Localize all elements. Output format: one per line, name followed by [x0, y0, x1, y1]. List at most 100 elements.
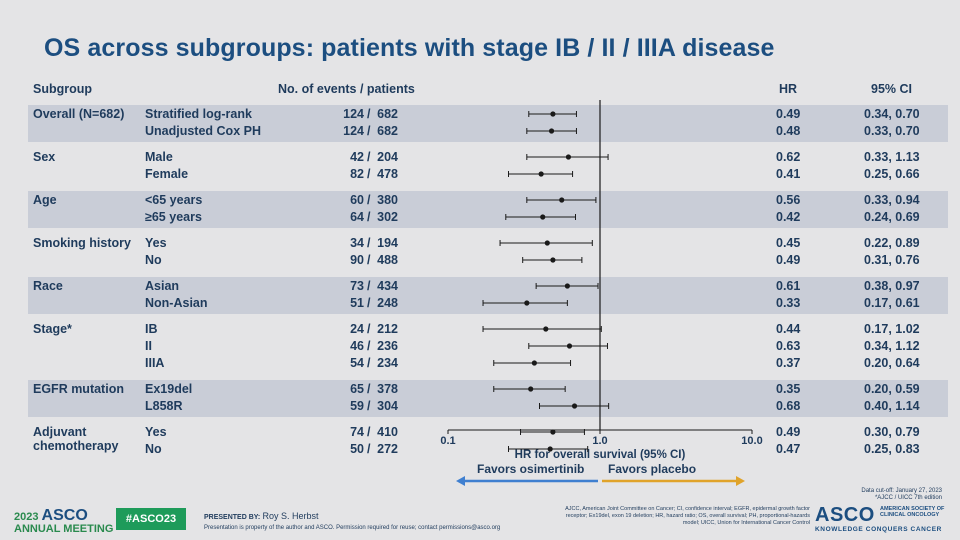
- row-label: Female: [145, 167, 189, 181]
- row-patients: 194: [377, 236, 398, 250]
- row-hr: 0.68: [776, 399, 801, 413]
- row-slash: /: [367, 399, 371, 413]
- row-ci: 0.34, 1.12: [864, 339, 920, 353]
- row-patients: 488: [377, 253, 398, 267]
- asco-society-line1: AMERICAN SOCIETY OF: [880, 506, 945, 512]
- row-hr: 0.56: [776, 193, 801, 207]
- row-patients: 302: [377, 210, 398, 224]
- cutoff-date: Data cut-off: January 27, 2023: [861, 488, 942, 494]
- x-tick-label: 10.0: [741, 435, 762, 447]
- hr-point: [547, 446, 553, 452]
- row-slash: /: [367, 339, 371, 353]
- row-hr: 0.44: [776, 322, 801, 336]
- row-events: 60: [350, 193, 364, 207]
- hr-point: [550, 429, 556, 435]
- row-ci: 0.22, 0.89: [864, 236, 920, 250]
- row-patients: 380: [377, 193, 398, 207]
- group-name: Overall (N=682): [33, 107, 125, 121]
- favors-right-arrowhead: [736, 476, 745, 486]
- row-slash: /: [367, 296, 371, 310]
- row-ci: 0.33, 1.13: [864, 150, 920, 164]
- row-label: L858R: [145, 399, 183, 413]
- row-slash: /: [367, 107, 371, 121]
- hr-point: [544, 240, 550, 246]
- row-label: IIIA: [145, 356, 165, 370]
- header-ci: 95% CI: [871, 82, 912, 96]
- group-band: [28, 380, 948, 417]
- row-patients: 272: [377, 442, 398, 456]
- row-events: 51: [350, 296, 364, 310]
- row-events: 46: [350, 339, 364, 353]
- hr-point: [566, 343, 573, 349]
- row-patients: 682: [377, 107, 398, 121]
- logo-asco: ASCO: [41, 507, 88, 524]
- presenter-name: Roy S. Herbst: [262, 511, 319, 521]
- row-label: Asian: [145, 279, 180, 293]
- hashtag-badge: #ASCO23: [116, 508, 186, 530]
- row-ci: 0.38, 0.97: [864, 279, 920, 293]
- row-ci: 0.20, 0.64: [864, 356, 920, 370]
- row-hr: 0.62: [776, 150, 801, 164]
- row-hr: 0.33: [776, 296, 801, 310]
- row-ci: 0.24, 0.69: [864, 210, 920, 224]
- hr-point: [564, 283, 570, 289]
- row-events: 124: [343, 124, 364, 138]
- hr-point: [571, 403, 578, 409]
- row-patients: 682: [377, 124, 398, 138]
- row-label: Yes: [145, 425, 167, 439]
- row-hr: 0.35: [776, 382, 801, 396]
- row-events: 24: [350, 322, 364, 336]
- row-events: 90: [350, 253, 364, 267]
- row-label: Stratified log-rank: [145, 107, 252, 121]
- logo-annual-meeting: ANNUAL MEETING: [14, 523, 114, 535]
- header-hr: HR: [779, 82, 798, 96]
- row-events: 50: [350, 442, 364, 456]
- row-label: ≥65 years: [145, 210, 202, 224]
- hr-point: [559, 197, 565, 203]
- row-slash: /: [367, 442, 371, 456]
- row-patients: 212: [377, 322, 398, 336]
- row-ci: 0.25, 0.66: [864, 167, 920, 181]
- row-ci: 0.20, 0.59: [864, 382, 920, 396]
- row-ci: 0.30, 0.79: [864, 425, 920, 439]
- row-events: 82: [350, 167, 364, 181]
- cutoff-footnote: *AJCC / UICC 7th edition: [874, 495, 942, 501]
- row-slash: /: [367, 124, 371, 138]
- x-axis-title: HR for overall survival (95% CI): [515, 449, 686, 461]
- hr-point: [548, 128, 555, 134]
- row-label: Non-Asian: [145, 296, 208, 310]
- row-hr: 0.61: [776, 279, 801, 293]
- header-subgroup: Subgroup: [33, 82, 93, 96]
- row-events: 73: [350, 279, 364, 293]
- group-band: [28, 105, 948, 142]
- row-ci: 0.17, 1.02: [864, 322, 920, 336]
- row-hr: 0.63: [776, 339, 801, 353]
- row-hr: 0.47: [776, 442, 801, 456]
- row-ci: 0.25, 0.83: [864, 442, 920, 456]
- row-patients: 304: [377, 399, 398, 413]
- asco-society-line2: CLINICAL ONCOLOGY: [880, 512, 940, 518]
- row-events: 42: [350, 150, 364, 164]
- row-slash: /: [367, 382, 371, 396]
- row-hr: 0.37: [776, 356, 801, 370]
- row-label: Male: [145, 150, 173, 164]
- row-label: Yes: [145, 236, 167, 250]
- row-hr: 0.49: [776, 425, 801, 439]
- row-events: 65: [350, 382, 364, 396]
- row-patients: 410: [377, 425, 398, 439]
- row-hr: 0.48: [776, 124, 801, 138]
- row-events: 74: [350, 425, 364, 439]
- hr-point: [538, 171, 544, 177]
- row-patients: 434: [377, 279, 398, 293]
- row-slash: /: [367, 356, 371, 370]
- group-name: EGFR mutation: [33, 382, 124, 396]
- row-slash: /: [367, 210, 371, 224]
- row-hr: 0.49: [776, 253, 801, 267]
- row-slash: /: [367, 279, 371, 293]
- favors-left-label: Favors osimertinib: [477, 462, 585, 476]
- row-label: II: [145, 339, 152, 353]
- presented-by: PRESENTED BY: Roy S. Herbst: [204, 511, 319, 521]
- row-patients: 478: [377, 167, 398, 181]
- x-tick-label: 1.0: [592, 435, 607, 447]
- logo-year: 2023: [14, 511, 39, 523]
